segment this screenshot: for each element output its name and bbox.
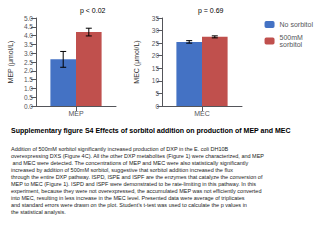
svg-text:into MEC, resulting in less in: into MEC, resulting in less increase in …	[11, 195, 246, 201]
svg-text:Addition of 500mM sorbitol sig: Addition of 500mM sorbitol significantly…	[11, 146, 230, 152]
svg-text:1.0: 1.0	[24, 85, 33, 92]
svg-text:2.0: 2.0	[24, 67, 33, 74]
svg-text:4.0: 4.0	[24, 32, 33, 39]
svg-text:3.5: 3.5	[24, 41, 33, 48]
svg-text:p = 0.69: p = 0.69	[198, 7, 224, 15]
svg-text:3.0: 3.0	[24, 50, 33, 57]
svg-text:15: 15	[152, 65, 160, 72]
svg-text:and MEC were detected. The con: and MEC were detected. The concentration…	[11, 160, 250, 166]
svg-text:MEP to MEC (Figure 1). ISPD an: MEP to MEC (Figure 1). ISPD and ISPF wer…	[11, 181, 257, 187]
svg-text:4.5: 4.5	[24, 23, 33, 30]
svg-text:30: 30	[152, 27, 160, 34]
svg-text:MEP: MEP	[68, 110, 84, 117]
svg-text:5: 5	[155, 90, 159, 97]
svg-text:experiment, because they were: experiment, because they were not overex…	[11, 188, 263, 194]
svg-text:0: 0	[155, 103, 159, 110]
svg-text:the statistical analysis.: the statistical analysis.	[11, 209, 66, 215]
svg-text:10: 10	[152, 77, 160, 84]
svg-text:500mM: 500mM	[280, 34, 304, 41]
svg-text:5.0: 5.0	[24, 15, 33, 22]
svg-text:35: 35	[152, 15, 160, 22]
svg-text:p < 0.02: p < 0.02	[80, 7, 106, 15]
svg-text:Supplementary figure S4 Effect: Supplementary figure S4 Effects of sorbi…	[11, 127, 291, 135]
svg-text:sorbitol: sorbitol	[280, 41, 303, 48]
svg-text:and standard errors were drawn: and standard errors were drawn on the pl…	[11, 202, 248, 208]
svg-text:0.0: 0.0	[24, 103, 33, 110]
svg-text:through the entire DXP pathway: through the entire DXP pathway. ISPD, IS…	[11, 174, 264, 180]
svg-text:MEC (μmol/L): MEC (μmol/L)	[133, 40, 141, 83]
svg-text:MEP (μmol/L): MEP (μmol/L)	[7, 41, 15, 84]
svg-text:overexpressing DXS (Figure 4C): overexpressing DXS (Figure 4C). All the …	[11, 153, 264, 159]
svg-text:0.5: 0.5	[24, 94, 33, 101]
svg-text:1.5: 1.5	[24, 76, 33, 83]
svg-text:25: 25	[152, 40, 160, 47]
svg-text:increased by addition of 500mM: increased by addition of 500mM sorbitol,…	[11, 167, 235, 173]
svg-text:MEC: MEC	[194, 110, 210, 117]
svg-text:2.5: 2.5	[24, 59, 33, 66]
svg-text:20: 20	[152, 52, 160, 59]
svg-text:No sorbitol: No sorbitol	[280, 21, 314, 28]
